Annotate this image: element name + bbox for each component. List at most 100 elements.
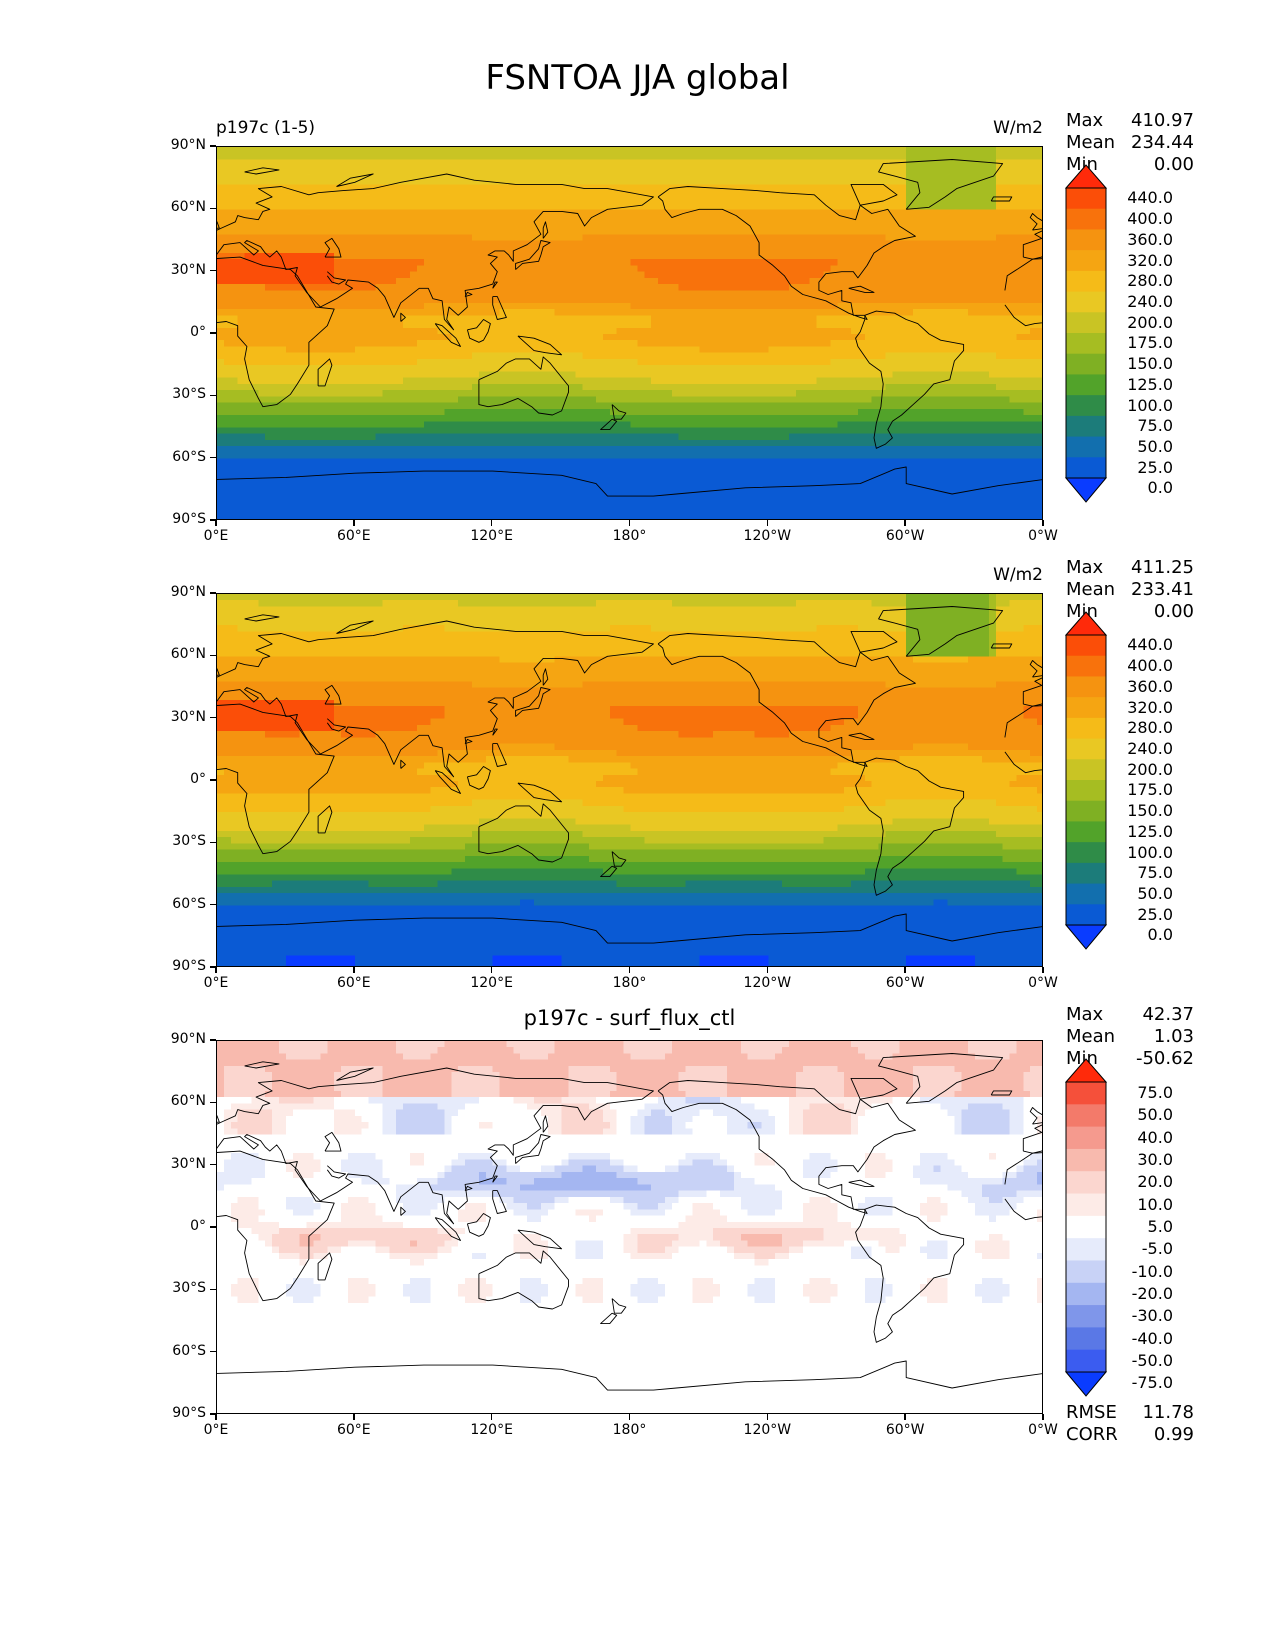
colorbar-outline xyxy=(1065,634,1107,926)
colorbar-swatch xyxy=(1066,635,1106,657)
coastline-iceland xyxy=(990,1090,1013,1096)
lat-tick-label: 30°N xyxy=(136,262,206,278)
stat-label: Max xyxy=(1066,110,1103,132)
lat-tick-mark xyxy=(210,394,216,397)
lon-tick-label: 180° xyxy=(590,975,670,991)
colorbar-swatch xyxy=(1066,883,1106,905)
lat-tick-label: 30°S xyxy=(136,833,206,849)
colorbar-extend-max xyxy=(1065,1058,1107,1083)
colorbar-label: 0.0 xyxy=(1113,927,1173,943)
colorbar-label: 5.0 xyxy=(1113,1219,1173,1235)
stat-label: Max xyxy=(1066,1004,1103,1026)
colorbar-label: -5.0 xyxy=(1113,1241,1173,1257)
colorbar-swatch xyxy=(1066,1327,1106,1351)
coastline-iceland xyxy=(990,196,1013,202)
colorbar-extend-min xyxy=(1065,477,1107,503)
map-panel-test: p197c (1-5) W/m2 90°N 60°N 30°N 0° 30°S 60°S 90°… xyxy=(0,110,1275,586)
coastline-srilanka xyxy=(400,1206,406,1216)
lon-tick-label: 180° xyxy=(590,1422,670,1438)
coastline-baffin xyxy=(850,183,898,206)
colorbar-label: 75.0 xyxy=(1113,418,1173,434)
stat-value: 1.03 xyxy=(1154,1026,1194,1048)
coastline-namerica xyxy=(657,633,916,767)
colorbar-swatch xyxy=(1066,436,1106,458)
colorbar-label: 280.0 xyxy=(1113,720,1173,736)
lat-tick-label: 60°S xyxy=(136,896,206,912)
lat-tick-label: 30°N xyxy=(136,1156,206,1172)
lon-tick-label: 120°E xyxy=(452,528,532,544)
stat-label: Mean xyxy=(1066,579,1115,601)
field-map xyxy=(217,1041,1042,1413)
map-panel-reference: W/m2 90°N 60°N 30°N 0° 30°S 60°S 90°S 0°E 60°E 120… xyxy=(0,557,1275,1033)
stat-row: Max 410.97 xyxy=(1066,110,1194,132)
lon-tick-mark xyxy=(766,967,769,973)
lat-tick-label: 30°N xyxy=(136,709,206,725)
colorbar-swatch xyxy=(1066,312,1106,334)
lon-tick-label: 0°E xyxy=(176,975,256,991)
lat-tick-label: 90°S xyxy=(136,958,206,974)
colorbar-label: 25.0 xyxy=(1113,459,1173,476)
lat-tick-label: 90°N xyxy=(136,137,206,153)
lat-tick-label: 60°S xyxy=(136,449,206,465)
coastline-baffin xyxy=(850,1077,898,1100)
panel-units: W/m2 xyxy=(923,565,1043,585)
panel-stats: Max 42.37 Mean 1.03 Min -50.62 xyxy=(1066,1004,1194,1070)
coastline-africa-a xyxy=(217,1150,335,1302)
coastline-novaya xyxy=(336,1067,374,1081)
colorbar-label: 50.0 xyxy=(1113,885,1173,902)
lat-tick-label: 0° xyxy=(136,771,206,787)
coastline-nz2 xyxy=(600,865,618,878)
lat-tick-label: 30°S xyxy=(136,1280,206,1296)
coastline-namerica xyxy=(657,186,916,320)
coastline-sumatra xyxy=(434,1217,461,1241)
coastline-uk-a xyxy=(217,1115,220,1123)
colorbar-swatch xyxy=(1066,862,1106,885)
lat-tick-label: 60°S xyxy=(136,1343,206,1359)
colorbar-swatch xyxy=(1066,291,1106,313)
stat-value: 410.97 xyxy=(1131,110,1194,132)
field-map xyxy=(217,147,1042,519)
lon-tick-mark xyxy=(904,520,906,526)
field-cells xyxy=(217,147,1042,519)
colorbar-swatch xyxy=(1066,395,1106,417)
lat-tick-mark xyxy=(210,1039,216,1041)
lon-tick-label: 60°E xyxy=(314,975,394,991)
lat-tick-label: 90°N xyxy=(136,584,206,600)
colorbar-label: 25.0 xyxy=(1113,906,1173,923)
coastline-namerica xyxy=(657,1080,916,1214)
lon-tick-mark xyxy=(490,967,493,973)
lat-tick-mark xyxy=(210,1350,216,1353)
coastline-svalbard xyxy=(244,1061,280,1069)
lat-tick-mark xyxy=(210,592,216,594)
colorbar-swatch xyxy=(1066,717,1106,740)
coastline-arabia_gulf xyxy=(326,718,347,732)
coastline-uk-b xyxy=(1029,1107,1042,1125)
field-cells xyxy=(217,1041,1042,1413)
colorbar-label: 200.0 xyxy=(1113,761,1173,778)
map-frame xyxy=(216,146,1043,520)
metric-label: CORR xyxy=(1066,1424,1118,1446)
lon-tick-label: 60°E xyxy=(314,1422,394,1438)
colorbar xyxy=(1065,611,1107,950)
colorbar-label: -75.0 xyxy=(1113,1375,1173,1391)
colorbar-swatch xyxy=(1066,800,1106,822)
stat-row: Max 411.25 xyxy=(1066,557,1194,579)
colorbar-swatch xyxy=(1066,1104,1106,1128)
lon-tick-label: 0°W xyxy=(1003,1422,1083,1438)
colorbar-label: 50.0 xyxy=(1113,438,1173,455)
coastline-japan xyxy=(515,687,551,717)
lon-tick-mark xyxy=(353,520,355,526)
lon-tick-label: 120°W xyxy=(727,1422,807,1438)
lat-tick-mark xyxy=(210,903,216,906)
lat-tick-mark xyxy=(210,1288,216,1291)
coastlines xyxy=(217,1053,1042,1391)
lat-tick-label: 60°N xyxy=(136,1093,206,1109)
lon-tick-label: 0°E xyxy=(176,1422,256,1438)
lon-tick-mark xyxy=(490,520,493,526)
coastline-uk-a xyxy=(217,668,220,676)
stat-value: 234.44 xyxy=(1131,132,1194,154)
colorbar-extend-max xyxy=(1065,611,1107,636)
colorbar-swatch xyxy=(1066,1171,1106,1195)
colorbar-label: -30.0 xyxy=(1113,1308,1173,1324)
stat-value: 411.25 xyxy=(1131,557,1194,579)
